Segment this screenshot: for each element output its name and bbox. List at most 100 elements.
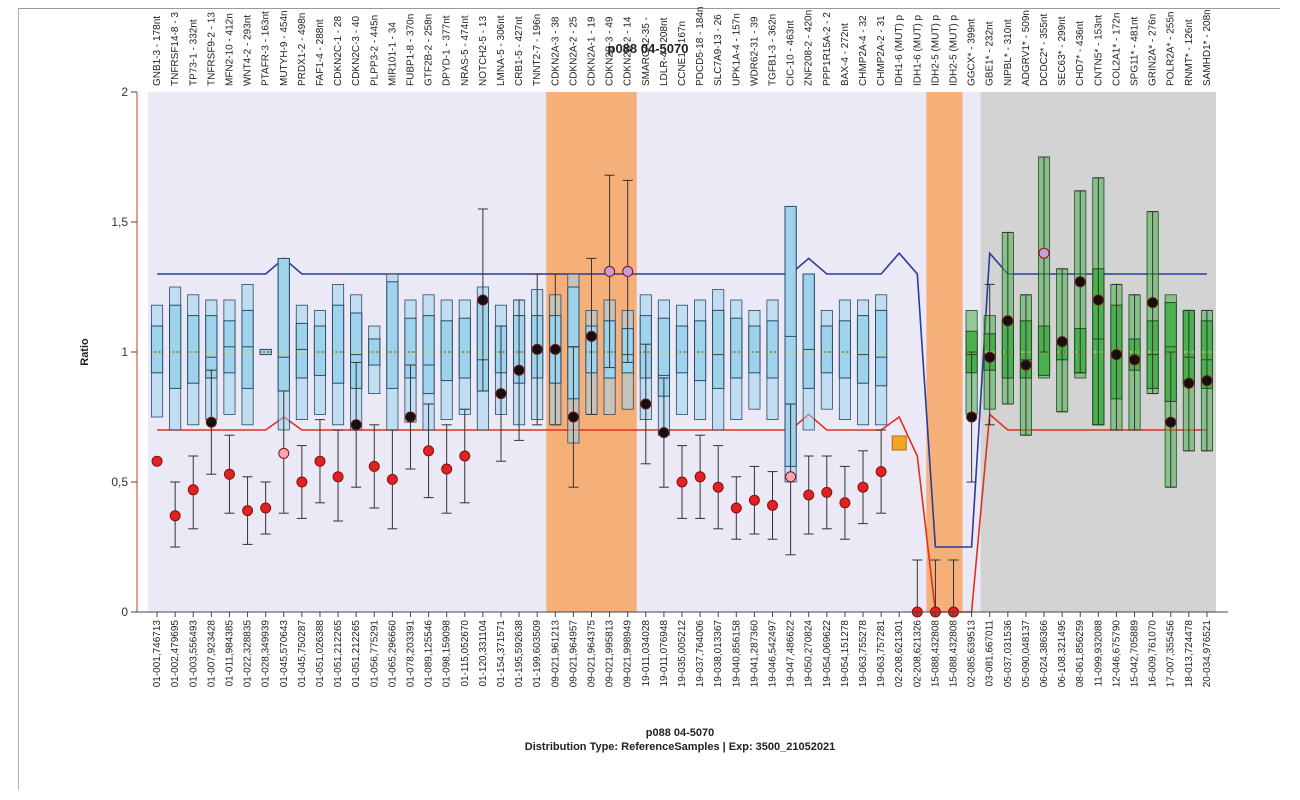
position-label: 19-011,034028 <box>641 620 652 687</box>
position-label: 06-024,386366 <box>1039 620 1050 688</box>
ratio-point <box>1092 294 1104 306</box>
ratio-point <box>332 471 344 483</box>
position-label: 01-098,159098 <box>442 620 453 688</box>
position-label: 19-054,151278 <box>840 620 851 688</box>
ratio-point <box>223 468 235 480</box>
probe-label: TNNT2-7 - 196n <box>532 14 543 86</box>
box-iqr <box>820 325 833 374</box>
box-iqr <box>748 325 761 374</box>
ratio-point <box>622 265 634 277</box>
position-label: 05-090,048137 <box>1021 620 1032 688</box>
probe-label: POLR2A* - 255n <box>1166 12 1177 87</box>
probe-label: NRAS-5 - 474nt <box>460 15 471 86</box>
position-label: 09-021,995813 <box>605 620 616 688</box>
probe-label: PTAFR-3 - 163nt <box>261 11 272 86</box>
position-label: 01-115,052670 <box>460 620 471 687</box>
position-label: 19-063,757281 <box>876 620 887 688</box>
position-label: 19-063,755278 <box>858 620 869 688</box>
ratio-point <box>296 476 308 488</box>
probe-label: CDKN2A-3 - 38 <box>550 16 561 86</box>
y-tick-label: 1,5 <box>111 215 128 229</box>
box-iqr <box>187 315 200 384</box>
probe-label: DPYD-1 - 377nt <box>442 15 453 86</box>
box-iqr <box>458 317 471 379</box>
box-iqr <box>241 309 254 389</box>
ratio-point <box>839 497 851 509</box>
probe-label: IDH1-6 (MUT) p <box>894 14 905 86</box>
ratio-point <box>1201 375 1213 387</box>
ratio-point <box>386 473 398 485</box>
ratio-point <box>459 450 471 462</box>
position-label: 06-108,321495 <box>1057 620 1068 688</box>
probe-label: ZNF208-2 - 420n <box>804 10 815 86</box>
position-label: 01-045,570643 <box>279 620 290 688</box>
ratio-point <box>984 351 996 363</box>
box-iqr <box>422 315 435 395</box>
box-iqr <box>169 304 182 389</box>
probe-label: IDH2-5 (MUT) p <box>949 14 960 86</box>
probe-label: TNFRSF9-2 - 13 <box>206 12 217 86</box>
position-label: 08-061,856259 <box>1075 620 1086 688</box>
ratio-point <box>260 502 272 514</box>
probe-label: GTF2B-2 - 258n <box>424 14 435 86</box>
position-label: 01-051,026388 <box>315 620 326 688</box>
probe-label: SEC63* - 299nt <box>1057 16 1068 86</box>
probe-label: CHMP2A-2 - 31 <box>876 15 887 86</box>
ratio-point <box>368 460 380 472</box>
ratio-point <box>513 364 525 376</box>
probe-label: GRIN2A* - 276n <box>1148 14 1159 86</box>
y-tick-label: 0 <box>121 605 128 619</box>
position-label: 15-088,432808 <box>949 620 960 688</box>
box-iqr <box>440 320 453 382</box>
position-label: 01-045,750287 <box>297 620 308 688</box>
ratio-point <box>1165 416 1177 428</box>
ratio-point <box>875 466 887 478</box>
highlight-region <box>926 92 963 612</box>
labels-layer: GNB1-3 - 178nt 01-001,746713 TNFRSF14-8 - … <box>152 7 1213 688</box>
ratio-point <box>169 510 181 522</box>
box-iqr <box>150 325 164 374</box>
probe-label: SLC7A9-13 - 26 <box>713 14 724 86</box>
probe-label: PDCD5-18 - 184n <box>695 7 706 86</box>
probe-label: LDLR-4 - 208nt <box>659 17 670 86</box>
probe-label: CHMP2A-4 - 32 <box>858 15 869 86</box>
probe-label: UPK1A-4 - 157n <box>731 13 742 86</box>
probe-label: FAF1-4 - 288nt <box>315 19 326 86</box>
position-label: 02-208,621326 <box>912 620 923 688</box>
probe-label: IDH1-6 (MUT) p <box>912 14 923 86</box>
ratio-point <box>187 484 199 496</box>
chart-subtitle: Distribution Type: ReferenceSamples | Ex… <box>525 741 835 753</box>
y-tick-label: 1 <box>121 345 128 359</box>
probe-label: RNMT* - 126nt <box>1184 19 1195 86</box>
ratio-point <box>857 481 869 493</box>
ratio-point <box>803 489 815 501</box>
position-label: 05-037,031536 <box>1003 620 1014 688</box>
ratio-point <box>242 505 254 517</box>
probe-label: NOTCH2-5 - 13 <box>478 16 489 86</box>
box-iqr <box>675 325 689 374</box>
ratio-point <box>205 416 217 428</box>
position-label: 01-011,984385 <box>224 620 235 687</box>
position-label: 01-051,212265 <box>333 620 344 688</box>
position-label: 01-120,331104 <box>478 620 489 687</box>
probe-label: TGFB1-3 - 362n <box>768 14 779 86</box>
probe-label: CDKN2A-2 - 25 <box>568 16 579 86</box>
position-label: 01-089,125546 <box>424 620 435 688</box>
ratio-point <box>549 343 561 355</box>
probe-label: CRB1-5 - 427nt <box>514 16 525 86</box>
ratio-point <box>1110 349 1122 361</box>
y-axis-label: Ratio <box>79 338 91 366</box>
position-label: 18-013,724478 <box>1184 620 1195 688</box>
ratio-point <box>1183 377 1195 389</box>
probe-label: GNB1-3 - 178nt <box>152 16 163 86</box>
probe-label: PLPP3-2 - 445n <box>369 15 380 86</box>
probe-label: CDKN2B-3 - 49 <box>605 16 616 86</box>
probe-label: WDR62-31 - 39 <box>749 16 760 86</box>
position-label: 19-037,764006 <box>695 620 706 688</box>
points-layer <box>151 156 1213 618</box>
position-label: 19-046,542497 <box>768 620 779 688</box>
ratio-point <box>640 398 652 410</box>
position-label: 01-028,349939 <box>261 620 272 688</box>
position-label: 16-009,761070 <box>1148 620 1159 688</box>
